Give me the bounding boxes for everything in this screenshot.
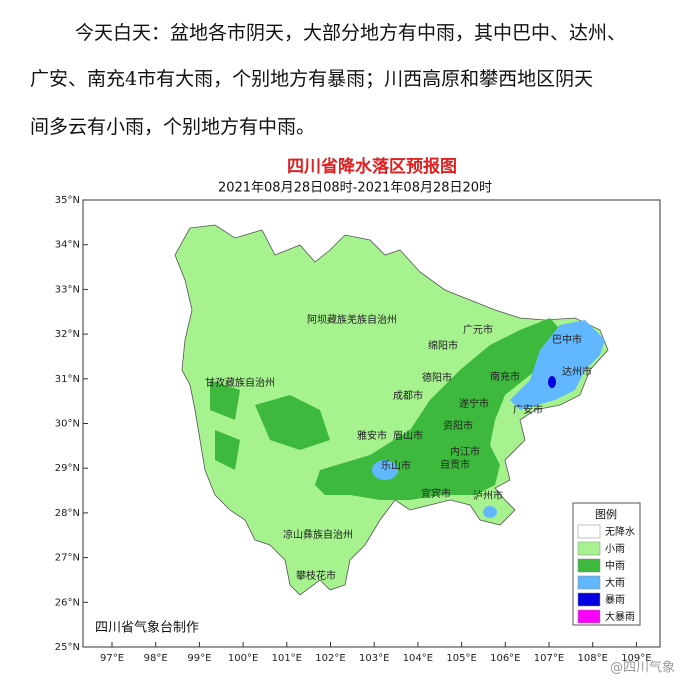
place-label: 广元市 [463,323,493,336]
moderate-rain-area [215,430,240,470]
legend-swatch [577,541,601,556]
lat-label: 32°N [55,329,80,340]
legend-label: 大暴雨 [605,610,635,623]
lon-label: 98°E [144,653,168,664]
place-label: 宜宾市 [421,487,451,500]
lat-label: 29°N [55,463,80,474]
lat-label: 30°N [55,419,80,430]
place-label: 成都市 [393,389,423,402]
lon-label: 105°E [446,653,476,664]
lon-label: 102°E [315,653,345,664]
lon-label: 104°E [403,653,433,664]
lat-label: 35°N [55,195,80,206]
place-label: 甘孜藏族自治州 [205,376,275,389]
lon-label: 97°E [100,653,124,664]
lat-label: 27°N [55,553,80,564]
lon-label: 103°E [359,653,389,664]
place-label: 南充市 [490,370,520,383]
legend-label: 无降水 [605,525,635,538]
place-label: 绵阳市 [428,339,458,352]
paragraph-line: 今天白天：盆地各市阴天，大部分地方有中雨，其中巴中、达州、 [75,22,627,44]
lat-label: 33°N [55,284,80,295]
place-label: 泸州市 [473,489,503,502]
legend-swatch [577,524,601,539]
lon-label: 108°E [577,653,607,664]
province-light-rain [174,224,609,596]
place-label: 攀枝花市 [296,569,336,582]
place-label: 遂宁市 [459,397,489,410]
rainstorm-area [548,376,556,388]
place-label: 阿坝藏族羌族自治州 [307,313,397,326]
lat-label: 28°N [55,508,80,519]
legend-swatch [577,575,601,590]
heavy-rain-area [510,320,605,410]
lon-label: 106°E [490,653,520,664]
moderate-rain-area [315,318,565,500]
legend-title: 图例 [595,507,617,521]
place-label: 自贡市 [440,458,470,471]
lat-label: 31°N [55,374,80,385]
place-label: 乐山市 [381,459,411,472]
map-subtitle: 2021年08月28日08时-2021年08月28日20时 [218,181,492,196]
place-label: 德阳市 [422,371,452,384]
place-label: 眉山市 [393,429,423,442]
place-label: 达州市 [562,365,592,378]
place-label: 雅安市 [357,429,387,442]
lat-label: 25°N [55,642,80,653]
credit: 四川省气象台制作 [95,620,199,636]
legend-swatch [577,558,601,573]
heavy-rain-area [372,460,398,480]
lon-label: 100°E [228,653,258,664]
lon-label: 99°E [187,653,211,664]
place-label: 巴中市 [552,333,582,346]
watermark: @四川气象 [610,660,675,676]
moderate-rain-area [255,395,330,450]
place-label: 凉山彝族自治州 [283,528,353,541]
lon-label: 101°E [272,653,302,664]
map-title: 四川省降水落区预报图 [287,156,457,177]
heavy-rain-area [483,506,497,518]
moderate-rain-area [210,380,240,420]
legend-label: 小雨 [605,543,625,555]
paragraph-line: 间多云有小雨，个别地方有中雨。 [30,116,316,138]
place-label: 广安市 [513,403,543,416]
lon-label: 109°E [621,653,651,664]
paragraph-line: 广安、南充4市有大雨，个别地方有暴雨；川西高原和攀西地区阴天 [30,68,594,90]
legend-swatch [577,609,601,624]
legend-label: 中雨 [605,559,625,572]
lon-label: 107°E [534,653,564,664]
place-label: 资阳市 [443,419,473,432]
legend-label: 大雨 [605,576,625,589]
legend-swatch [577,592,601,607]
legend-label: 暴雨 [605,594,625,606]
lat-label: 34°N [55,240,80,251]
place-label: 内江市 [450,445,480,458]
lat-label: 26°N [55,597,80,608]
